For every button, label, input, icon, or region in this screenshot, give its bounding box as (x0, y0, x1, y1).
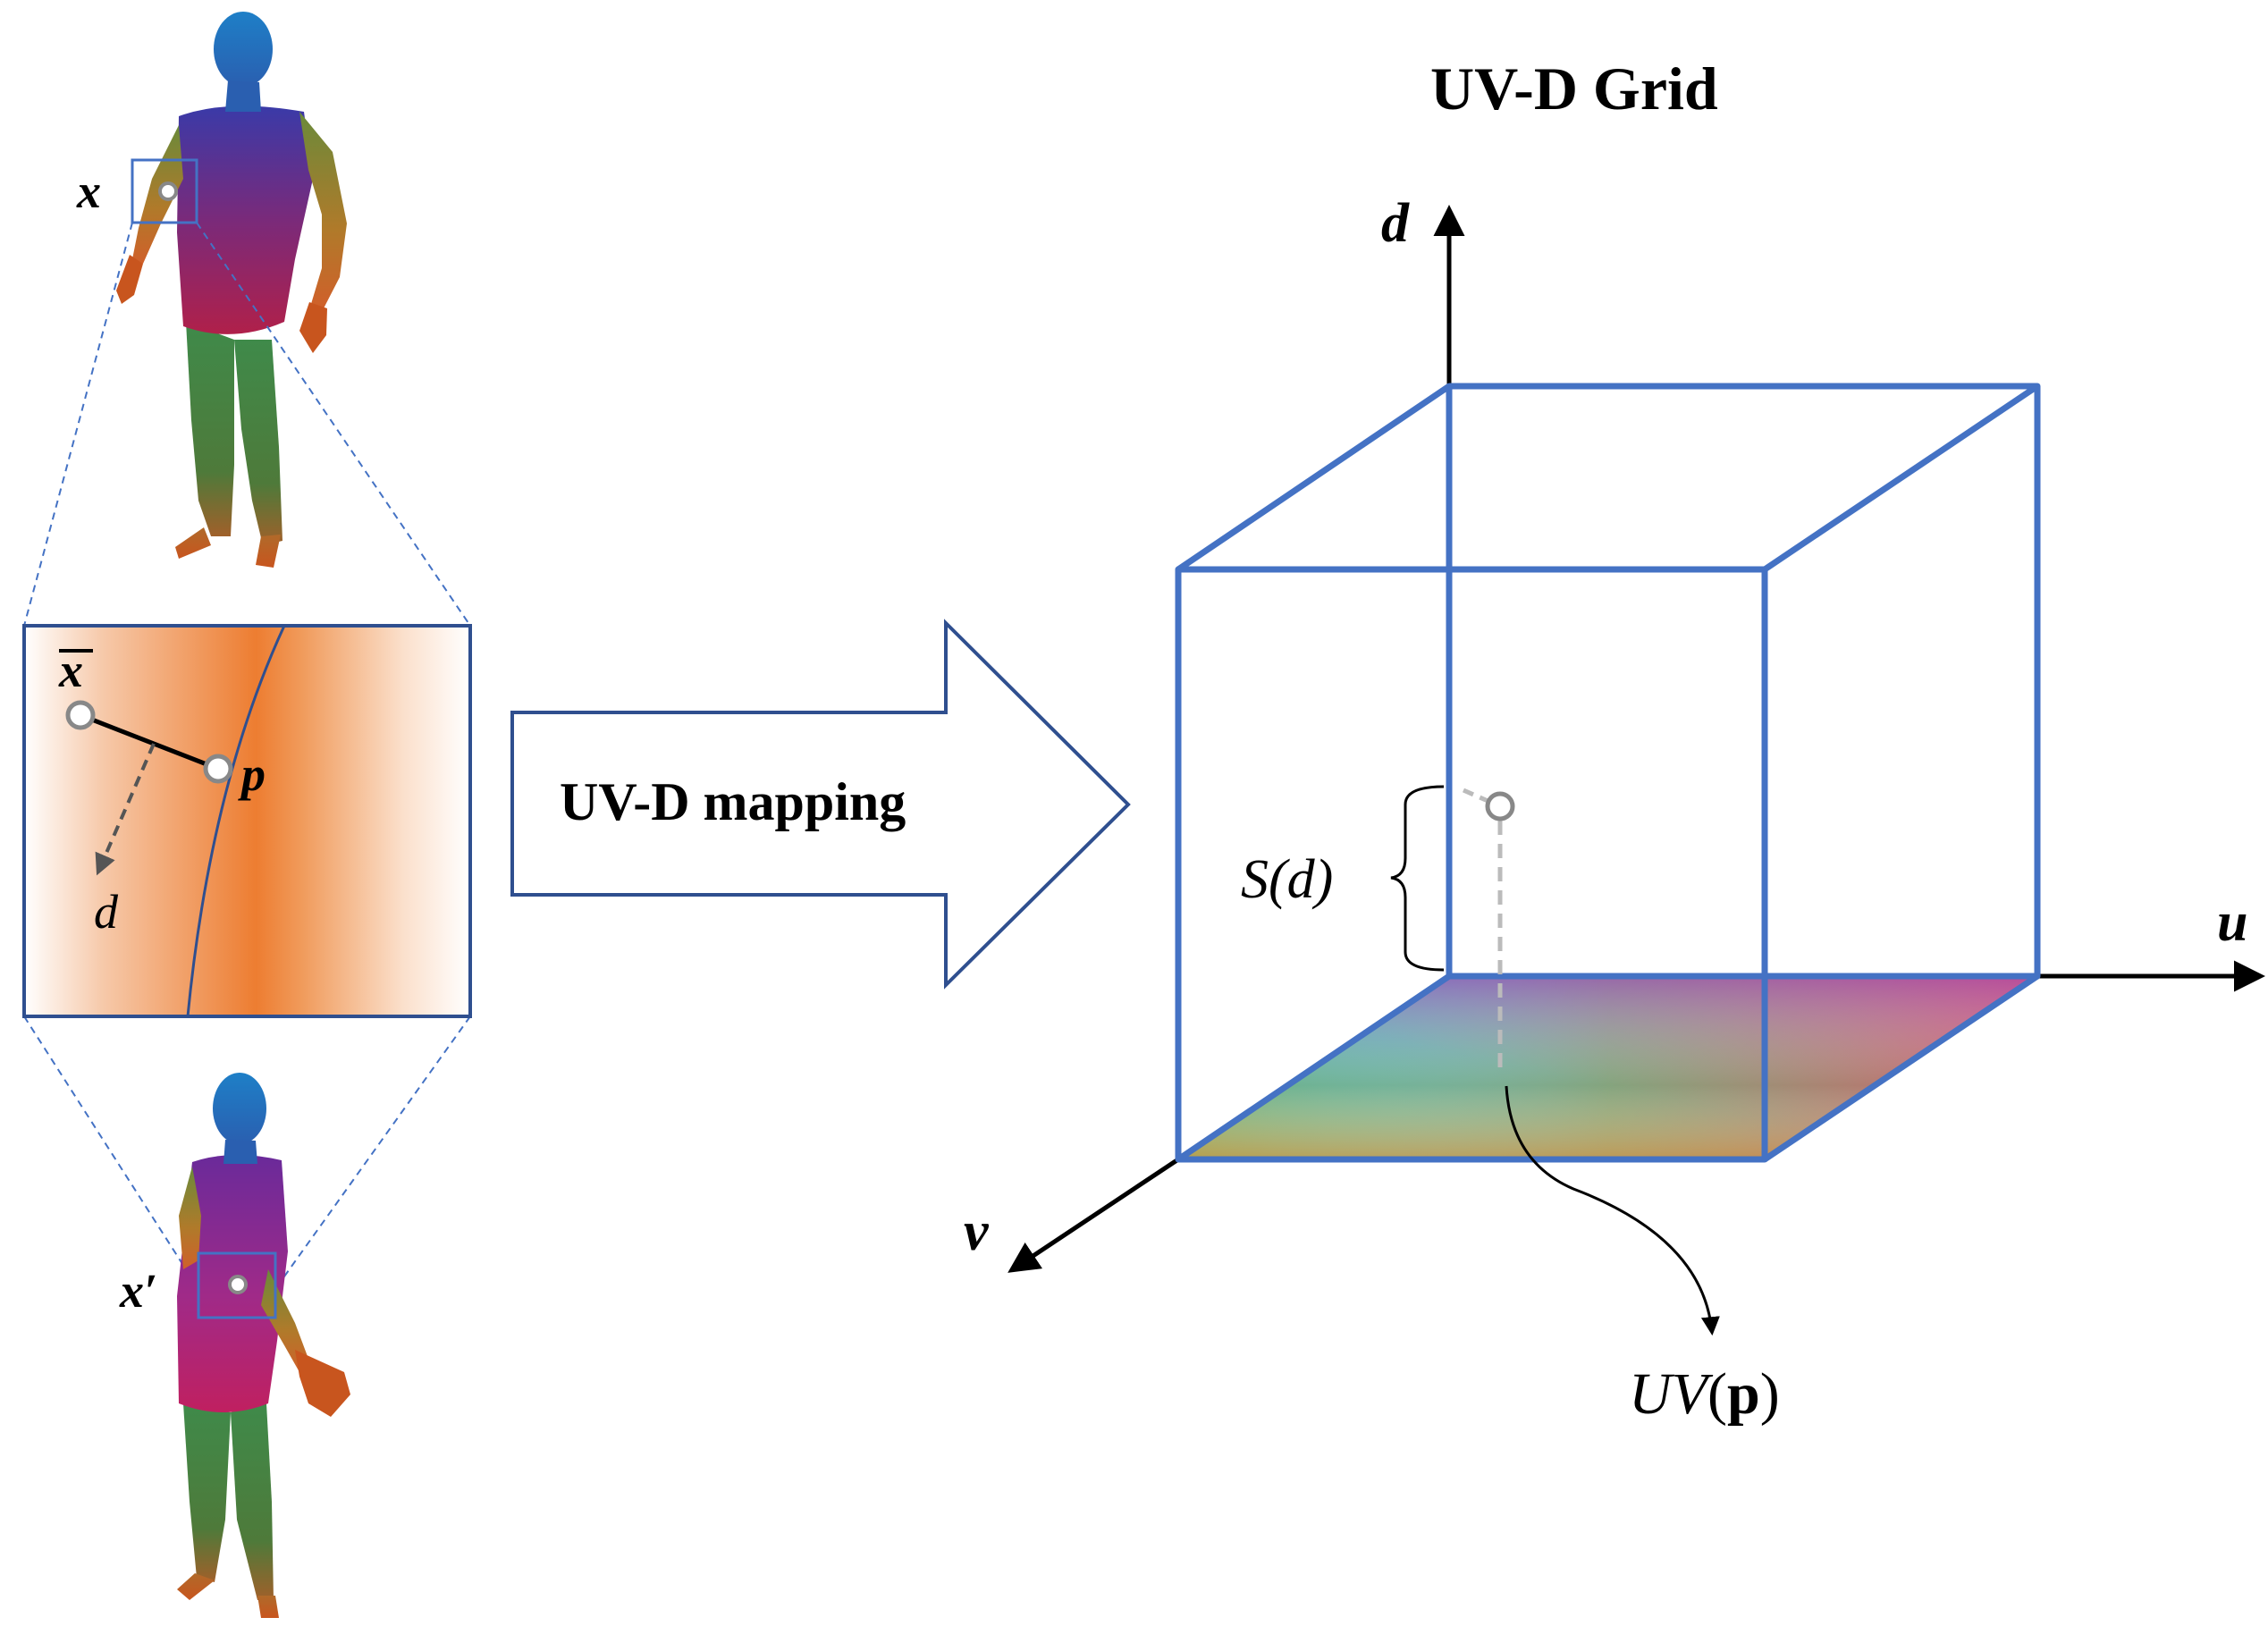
top-point-x-marker (158, 181, 178, 201)
grid-point-marker (1485, 791, 1515, 821)
grid-title: UV-D Grid (1430, 55, 1718, 122)
axis-v-label: v (964, 1201, 990, 1262)
label-x-prime: x′ (119, 1264, 157, 1318)
axis-v (1008, 1157, 1180, 1273)
top-selection-box (131, 158, 198, 224)
s-of-d-label: S(d) (1241, 849, 1333, 910)
point-x-bar-marker (65, 700, 96, 730)
bottom-point-x-prime-marker (228, 1275, 248, 1294)
uv-p-pointer (1505, 1085, 1720, 1336)
uvd-cube (1175, 383, 2041, 1163)
label-x: x (76, 164, 101, 218)
uv-p-close: ) (1760, 1361, 1780, 1427)
mapping-arrow-label: UV-D mapping (560, 772, 906, 831)
uv-p-open: ( (1707, 1361, 1727, 1427)
label-direction-d: d (94, 885, 119, 939)
axis-u-label: u (2217, 892, 2247, 953)
bottom-body-mesh (177, 1073, 350, 1618)
grid-sample (1462, 788, 1515, 1073)
label-p: p (238, 747, 266, 801)
zoom-panel (22, 624, 472, 1018)
bottom-selection-box (197, 1251, 277, 1319)
mapping-arrow (510, 619, 1131, 990)
zoom-guides (23, 222, 471, 1290)
point-p-marker (203, 754, 233, 784)
uv-floor (1178, 974, 2037, 1159)
uv-p-arg: p (1727, 1361, 1760, 1427)
s-of-d-brace (1390, 785, 1445, 972)
uv-p-prefix: UV (1629, 1361, 1714, 1427)
axis-d-label: d (1381, 193, 1410, 254)
top-body-mesh (116, 12, 347, 568)
uv-p-label: UV(p) (1629, 1361, 1780, 1427)
